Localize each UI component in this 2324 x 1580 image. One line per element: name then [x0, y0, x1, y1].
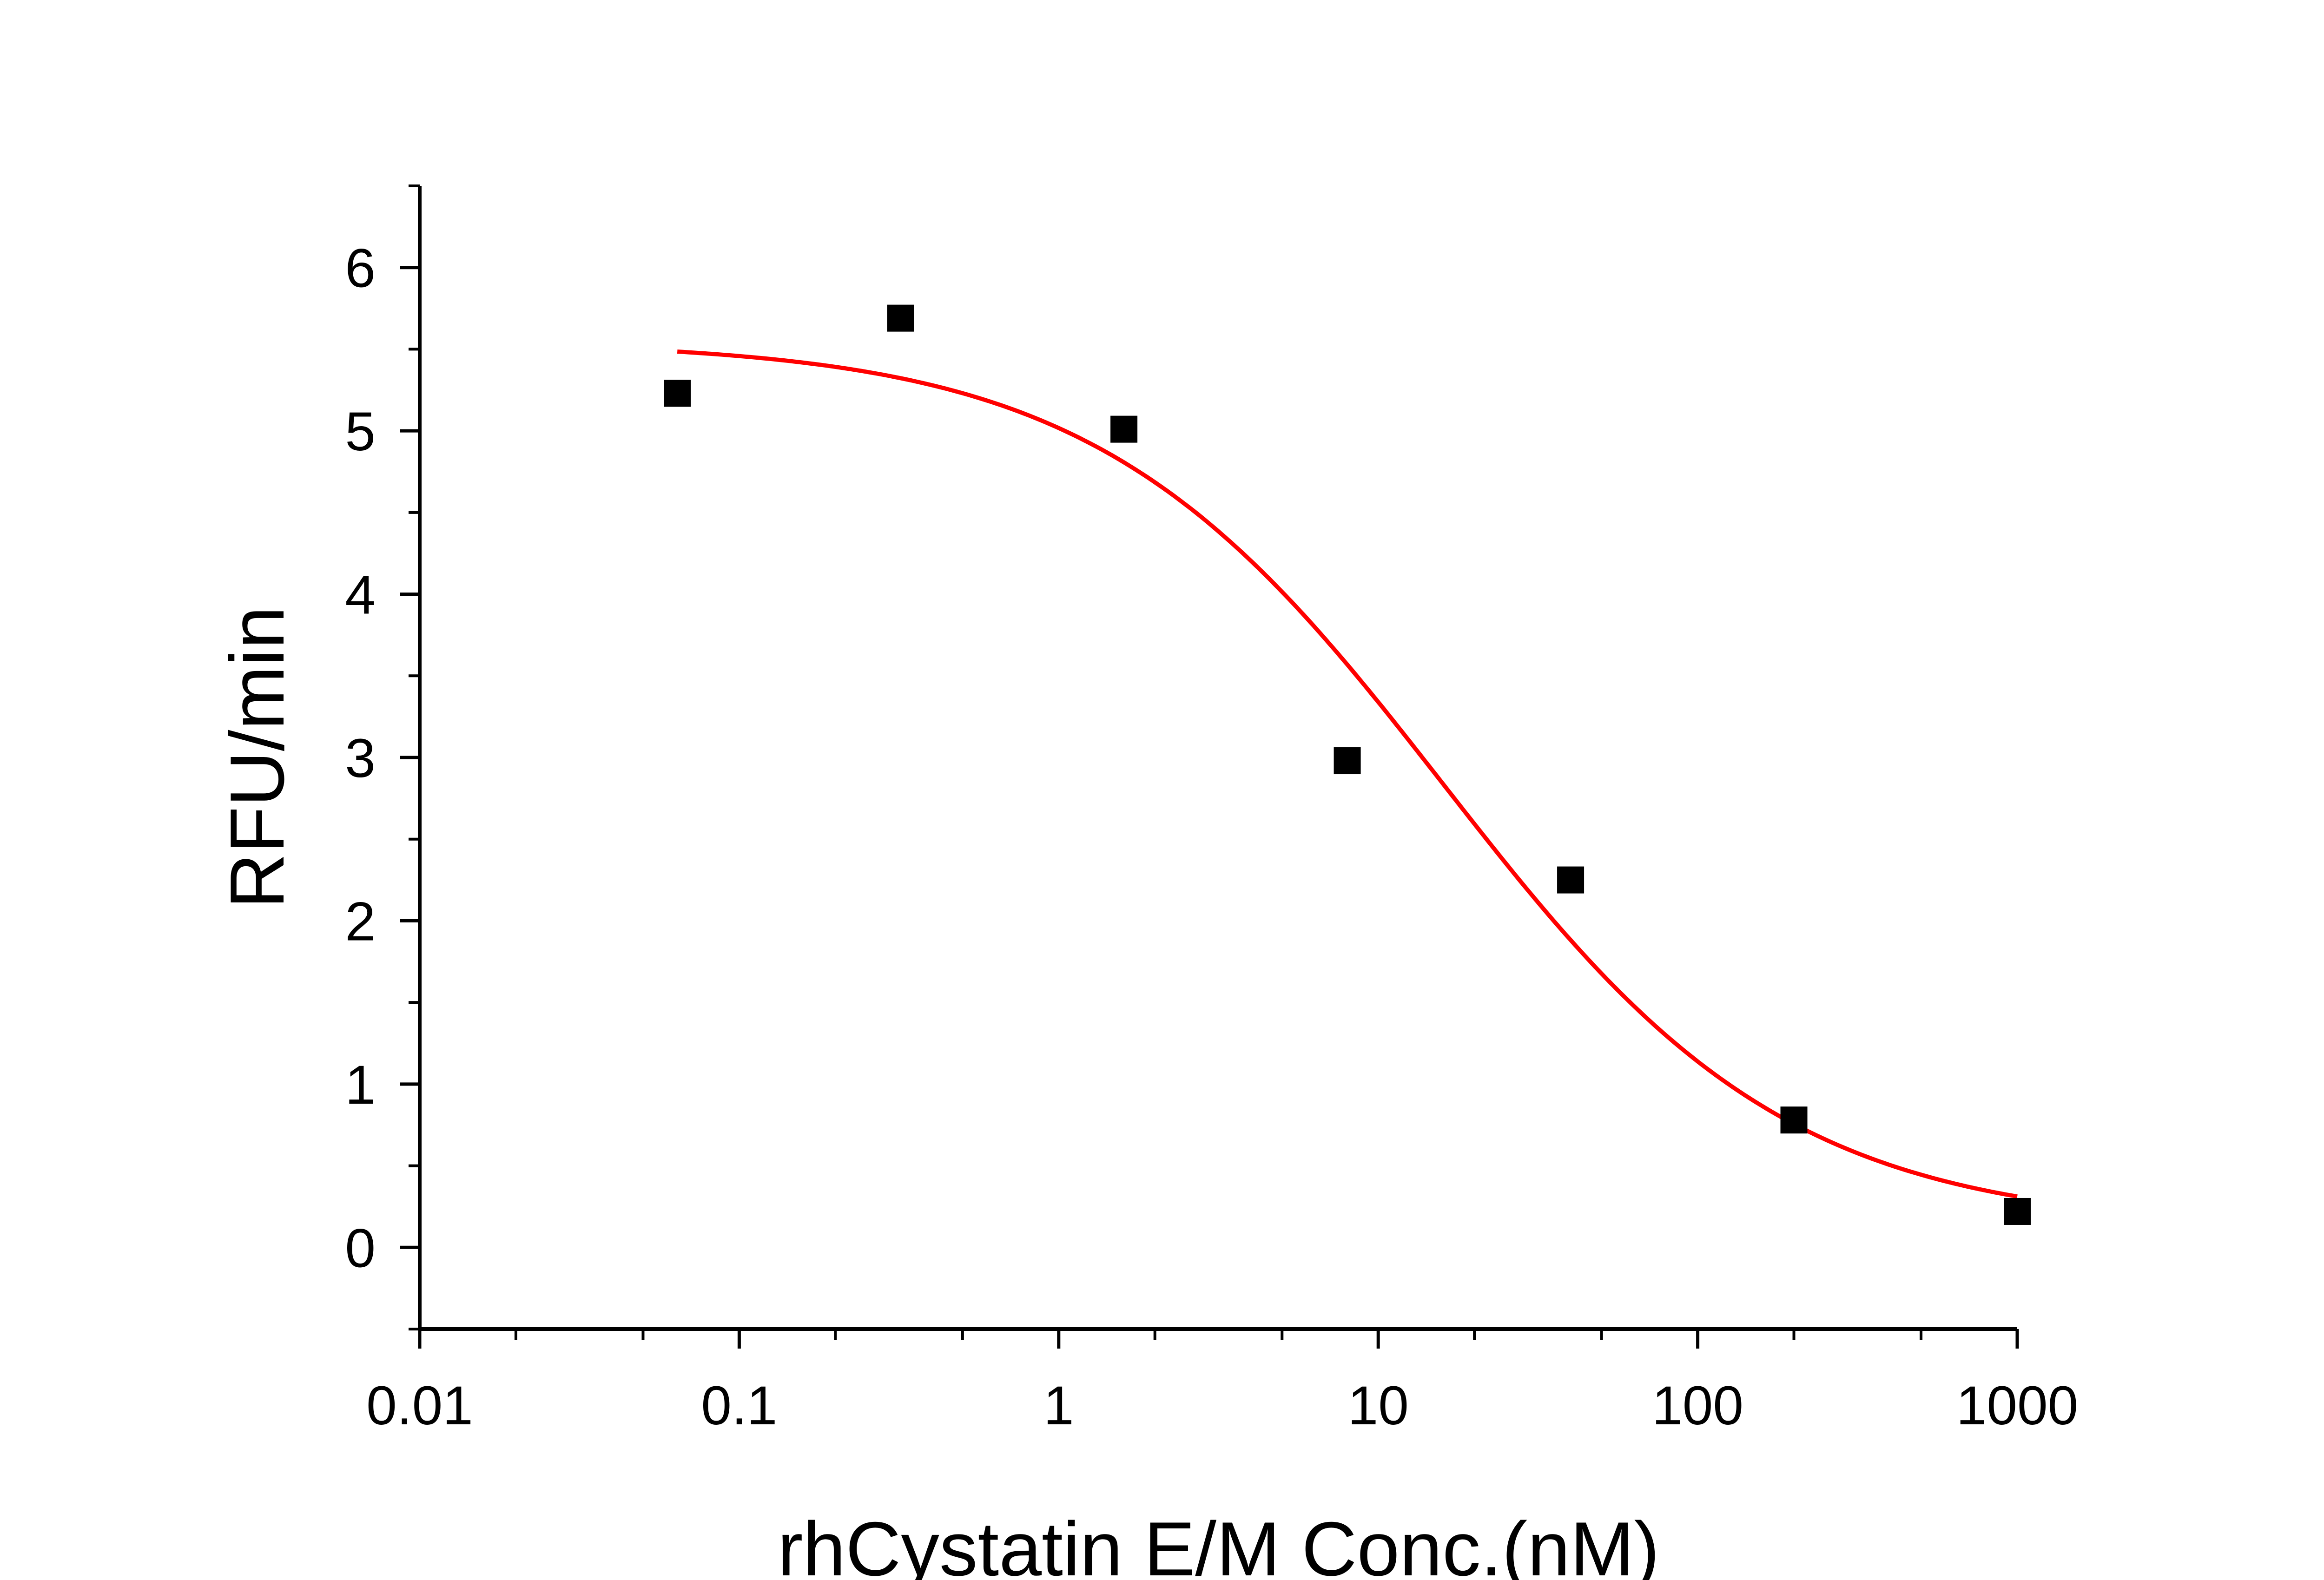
x-tick-label: 1: [1043, 1375, 1074, 1436]
y-tick-label: 6: [345, 238, 376, 299]
y-tick-label: 5: [345, 401, 376, 462]
data-point-marker: [1334, 747, 1361, 775]
x-tick-label: 0.1: [701, 1375, 777, 1436]
data-points-layer: [664, 304, 2031, 1225]
x-tick-label: 1000: [1956, 1375, 2079, 1436]
x-axis-title: rhCystatin E/M Conc.(nM): [778, 1506, 1660, 1580]
data-point-marker: [2004, 1198, 2031, 1225]
y-tick-label: 2: [345, 891, 376, 952]
data-point-marker: [1557, 866, 1585, 894]
x-tick-label: 0.01: [366, 1375, 473, 1436]
y-axis-title: RFU/min: [214, 606, 300, 909]
data-point-marker: [887, 304, 914, 332]
axes-layer: 0.01 0.1 1 10 100 1000 0 1 2 3 4 5 6: [345, 184, 2079, 1436]
data-point-marker: [664, 380, 691, 407]
y-tick-label: 4: [345, 565, 376, 626]
y-tick-label: 0: [345, 1218, 376, 1279]
data-point-marker: [1780, 1106, 1808, 1134]
x-tick-label: 100: [1652, 1375, 1743, 1436]
y-tick-label: 3: [345, 728, 376, 789]
axis-labels-layer: rhCystatin E/M Conc.(nM) RFU/min: [214, 606, 1659, 1580]
x-tick-label: 10: [1348, 1375, 1409, 1436]
y-tick-label: 1: [345, 1054, 376, 1116]
data-point-marker: [1110, 415, 1138, 443]
